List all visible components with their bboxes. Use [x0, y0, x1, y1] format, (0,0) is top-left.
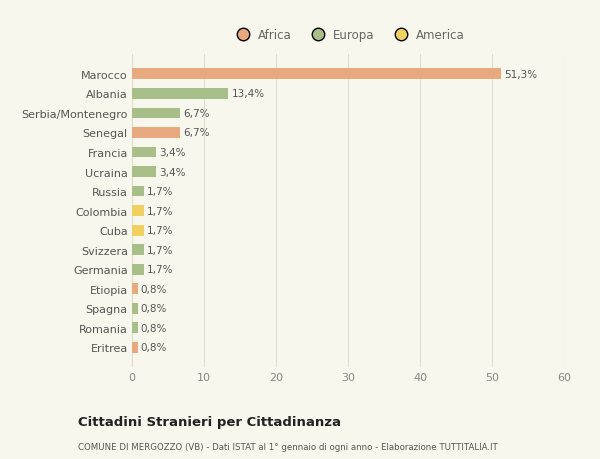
Text: 0,8%: 0,8%: [140, 323, 167, 333]
Bar: [132, 167, 157, 178]
Bar: [132, 206, 144, 217]
Bar: [132, 128, 180, 139]
Text: 6,7%: 6,7%: [183, 128, 209, 138]
Text: 1,7%: 1,7%: [147, 206, 173, 216]
Text: 1,7%: 1,7%: [147, 226, 173, 235]
Bar: [132, 323, 138, 334]
Text: 3,4%: 3,4%: [160, 148, 186, 157]
Bar: [132, 303, 138, 314]
Text: 1,7%: 1,7%: [147, 265, 173, 274]
Text: 13,4%: 13,4%: [232, 89, 265, 99]
Bar: [132, 108, 180, 119]
Bar: [132, 264, 144, 275]
Text: 1,7%: 1,7%: [147, 187, 173, 196]
Bar: [132, 342, 138, 353]
Text: Cittadini Stranieri per Cittadinanza: Cittadini Stranieri per Cittadinanza: [78, 415, 341, 428]
Text: 0,8%: 0,8%: [140, 304, 167, 313]
Text: COMUNE DI MERGOZZO (VB) - Dati ISTAT al 1° gennaio di ogni anno - Elaborazione T: COMUNE DI MERGOZZO (VB) - Dati ISTAT al …: [78, 442, 498, 451]
Bar: [132, 69, 502, 80]
Text: 0,8%: 0,8%: [140, 343, 167, 353]
Bar: [132, 245, 144, 256]
Bar: [132, 284, 138, 295]
Bar: [132, 89, 229, 100]
Text: 3,4%: 3,4%: [160, 167, 186, 177]
Text: 6,7%: 6,7%: [183, 109, 209, 118]
Bar: [132, 186, 144, 197]
Bar: [132, 225, 144, 236]
Legend: Africa, Europa, America: Africa, Europa, America: [229, 27, 467, 45]
Bar: [132, 147, 157, 158]
Text: 51,3%: 51,3%: [504, 70, 538, 79]
Text: 0,8%: 0,8%: [140, 284, 167, 294]
Text: 1,7%: 1,7%: [147, 245, 173, 255]
